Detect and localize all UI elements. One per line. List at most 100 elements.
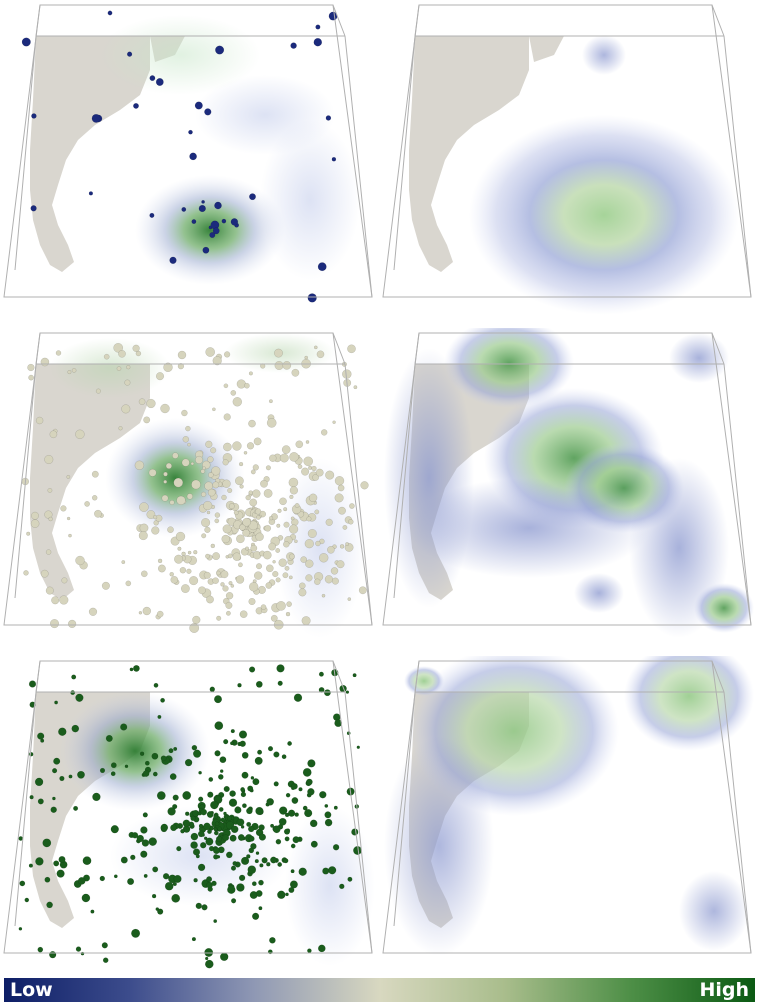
particle [191, 219, 197, 225]
particle [40, 569, 49, 578]
particle [26, 531, 31, 536]
particles [21, 342, 369, 633]
particle [153, 520, 159, 526]
particle [304, 539, 314, 549]
particle [325, 115, 332, 121]
particle [209, 686, 216, 693]
particle [66, 516, 71, 521]
particle [173, 477, 184, 488]
particle [255, 890, 263, 897]
particle [256, 515, 261, 520]
particle [298, 867, 307, 876]
particle [307, 528, 317, 539]
particle [223, 351, 231, 358]
particle [198, 586, 206, 595]
particle [60, 505, 67, 512]
particle [182, 791, 192, 800]
particle [202, 246, 210, 254]
particle [37, 798, 44, 805]
particle [187, 442, 191, 447]
particle [204, 108, 212, 116]
particle [260, 479, 268, 488]
particle [90, 909, 95, 914]
particle [288, 524, 299, 534]
particle [277, 862, 283, 867]
particle [151, 893, 157, 899]
particle [75, 946, 82, 952]
particle [266, 862, 271, 867]
particle [210, 543, 216, 549]
particle [77, 877, 86, 885]
particle [221, 218, 227, 224]
particle [18, 926, 23, 931]
particle [140, 570, 148, 578]
particle [308, 493, 318, 503]
particle [221, 534, 230, 544]
particle [138, 611, 143, 615]
particle [73, 805, 79, 811]
particle [207, 456, 214, 463]
particle [291, 368, 300, 377]
particle [228, 503, 235, 510]
particle [176, 495, 186, 506]
particle [202, 466, 206, 471]
particle [312, 473, 320, 481]
particle [284, 812, 290, 818]
volume-render-top-right [382, 4, 752, 315]
particle [135, 350, 142, 357]
particle [191, 936, 197, 942]
particle [148, 468, 157, 477]
particle [200, 808, 208, 816]
particle [232, 441, 242, 451]
particle [50, 806, 57, 813]
particle [164, 881, 174, 891]
particle [94, 509, 102, 518]
particle [339, 883, 345, 890]
particle [325, 470, 335, 480]
particle [270, 823, 275, 828]
particle [245, 494, 251, 501]
particle [358, 586, 367, 595]
bounding-box [382, 660, 752, 954]
particle [53, 860, 60, 867]
particle [81, 893, 91, 903]
particle [71, 724, 80, 733]
volume-render-middle-right [382, 328, 754, 638]
particle [173, 874, 182, 883]
particle [195, 455, 204, 464]
particle [309, 819, 318, 828]
particle [201, 533, 207, 539]
particle [221, 494, 227, 501]
particle [230, 218, 239, 226]
particle [213, 854, 219, 860]
particle [31, 113, 37, 119]
particle [53, 757, 61, 765]
particle [102, 957, 109, 964]
particle [223, 413, 231, 421]
particle [246, 821, 252, 827]
panel-bottom-left [0, 656, 379, 980]
particle [170, 575, 179, 584]
particle [132, 664, 140, 672]
particle [126, 365, 131, 370]
particle [181, 458, 190, 467]
particle [334, 493, 344, 503]
particle [91, 470, 99, 478]
particle [197, 830, 205, 838]
particle [294, 503, 300, 508]
particle [124, 764, 129, 769]
particle [192, 749, 202, 758]
particle [184, 758, 193, 767]
particle [315, 24, 321, 30]
particle [242, 517, 251, 527]
particle [127, 877, 135, 886]
particle [246, 854, 251, 859]
particle [207, 488, 216, 497]
particle [67, 370, 72, 375]
particle [305, 559, 314, 568]
particle [234, 476, 244, 486]
particle [255, 532, 264, 542]
particle [28, 680, 37, 688]
particle [139, 523, 149, 533]
particle [267, 746, 274, 752]
